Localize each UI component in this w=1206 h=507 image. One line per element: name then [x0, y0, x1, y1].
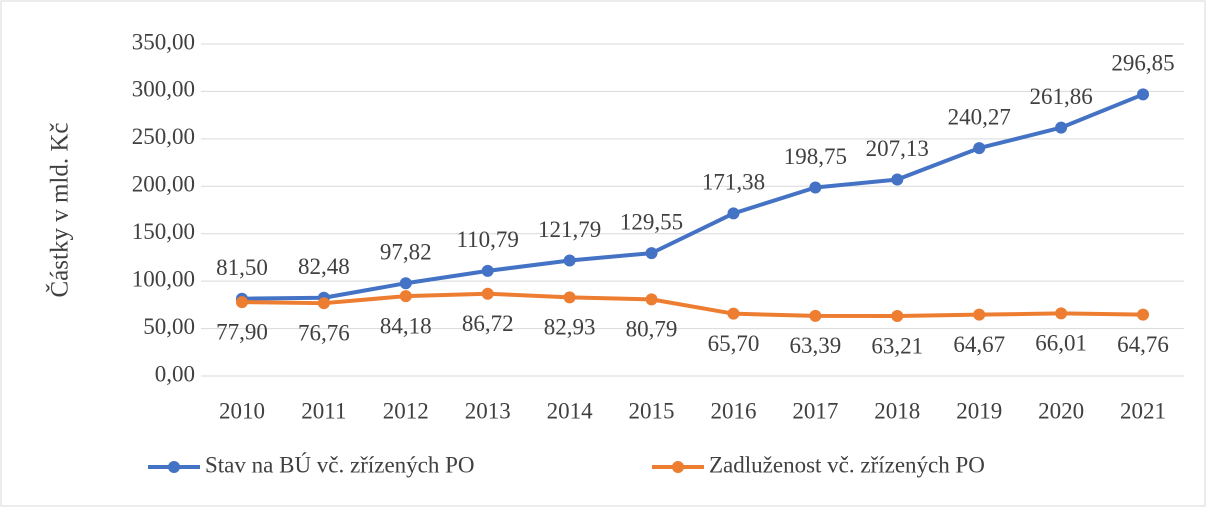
- data-label: 86,72: [462, 311, 514, 336]
- x-tick-label: 2021: [1120, 398, 1166, 423]
- y-tick-label: 100,00: [132, 266, 195, 291]
- point: [481, 264, 494, 277]
- point: [317, 297, 330, 310]
- data-label: 82,48: [298, 254, 350, 279]
- y-tick-label: 200,00: [132, 172, 195, 197]
- data-label: 171,38: [702, 170, 765, 195]
- data-label: 63,39: [790, 333, 842, 358]
- point: [645, 293, 658, 306]
- x-tick-label: 2018: [874, 398, 920, 423]
- point: [1055, 121, 1068, 134]
- point: [399, 290, 412, 303]
- legend-label: Stav na BÚ vč. zřízených PO: [205, 451, 475, 477]
- point: [399, 277, 412, 290]
- legend-marker: [672, 461, 684, 473]
- series-line: [241, 291, 1144, 319]
- x-tick-label: 2016: [710, 398, 756, 423]
- point: [563, 291, 576, 304]
- data-label: 64,76: [1117, 332, 1169, 357]
- data-label: 66,01: [1035, 331, 1087, 356]
- legend-marker: [168, 461, 180, 473]
- point: [645, 247, 658, 260]
- y-tick-label: 0,00: [155, 361, 195, 386]
- point: [973, 142, 986, 155]
- point: [563, 254, 576, 267]
- x-tick-label: 2013: [465, 398, 511, 423]
- point: [891, 310, 904, 323]
- y-tick-label: 350,00: [132, 29, 195, 54]
- point: [727, 307, 740, 320]
- data-label: 129,55: [620, 209, 683, 234]
- data-label: 84,18: [380, 313, 432, 338]
- series-line: [241, 92, 1144, 301]
- data-label: 64,67: [953, 332, 1005, 357]
- data-label: 261,86: [1030, 84, 1093, 109]
- point: [809, 309, 822, 322]
- data-label: 240,27: [948, 104, 1011, 129]
- x-tick-label: 2011: [301, 398, 346, 423]
- data-label: 81,50: [216, 255, 268, 280]
- data-label: 97,82: [380, 239, 432, 264]
- point: [1137, 88, 1150, 101]
- data-label: 76,76: [298, 320, 350, 345]
- data-label: 121,79: [538, 217, 601, 242]
- x-tick-label: 2014: [547, 398, 594, 423]
- data-label: 63,21: [871, 333, 923, 358]
- data-label: 198,75: [784, 144, 847, 169]
- y-tick-label: 300,00: [132, 77, 195, 102]
- point: [891, 173, 904, 186]
- data-label: 77,90: [216, 319, 268, 344]
- data-label: 80,79: [626, 317, 678, 342]
- point: [1055, 307, 1068, 320]
- point: [973, 308, 986, 321]
- y-axis-title: Částky v mld. Kč: [46, 123, 74, 298]
- x-tick-label: 2010: [219, 398, 265, 423]
- x-tick-label: 2017: [792, 398, 838, 423]
- x-tick-label: 2019: [956, 398, 1002, 423]
- data-label: 296,85: [1111, 51, 1174, 76]
- y-tick-label: 150,00: [132, 219, 195, 244]
- point: [809, 181, 822, 194]
- x-tick-label: 2015: [629, 398, 675, 423]
- data-label: 207,13: [866, 136, 929, 161]
- legend-label: Zadluženost vč. zřízených PO: [709, 452, 985, 477]
- point: [1137, 308, 1150, 321]
- x-tick-label: 2020: [1038, 398, 1084, 423]
- point: [727, 207, 740, 220]
- point: [481, 287, 494, 300]
- data-label: 110,79: [457, 227, 519, 252]
- y-tick-label: 250,00: [132, 124, 195, 149]
- data-label: 82,93: [544, 315, 596, 340]
- x-tick-label: 2012: [383, 398, 429, 423]
- y-tick-label: 50,00: [143, 314, 195, 339]
- data-label: 65,70: [708, 331, 760, 356]
- point: [235, 296, 248, 309]
